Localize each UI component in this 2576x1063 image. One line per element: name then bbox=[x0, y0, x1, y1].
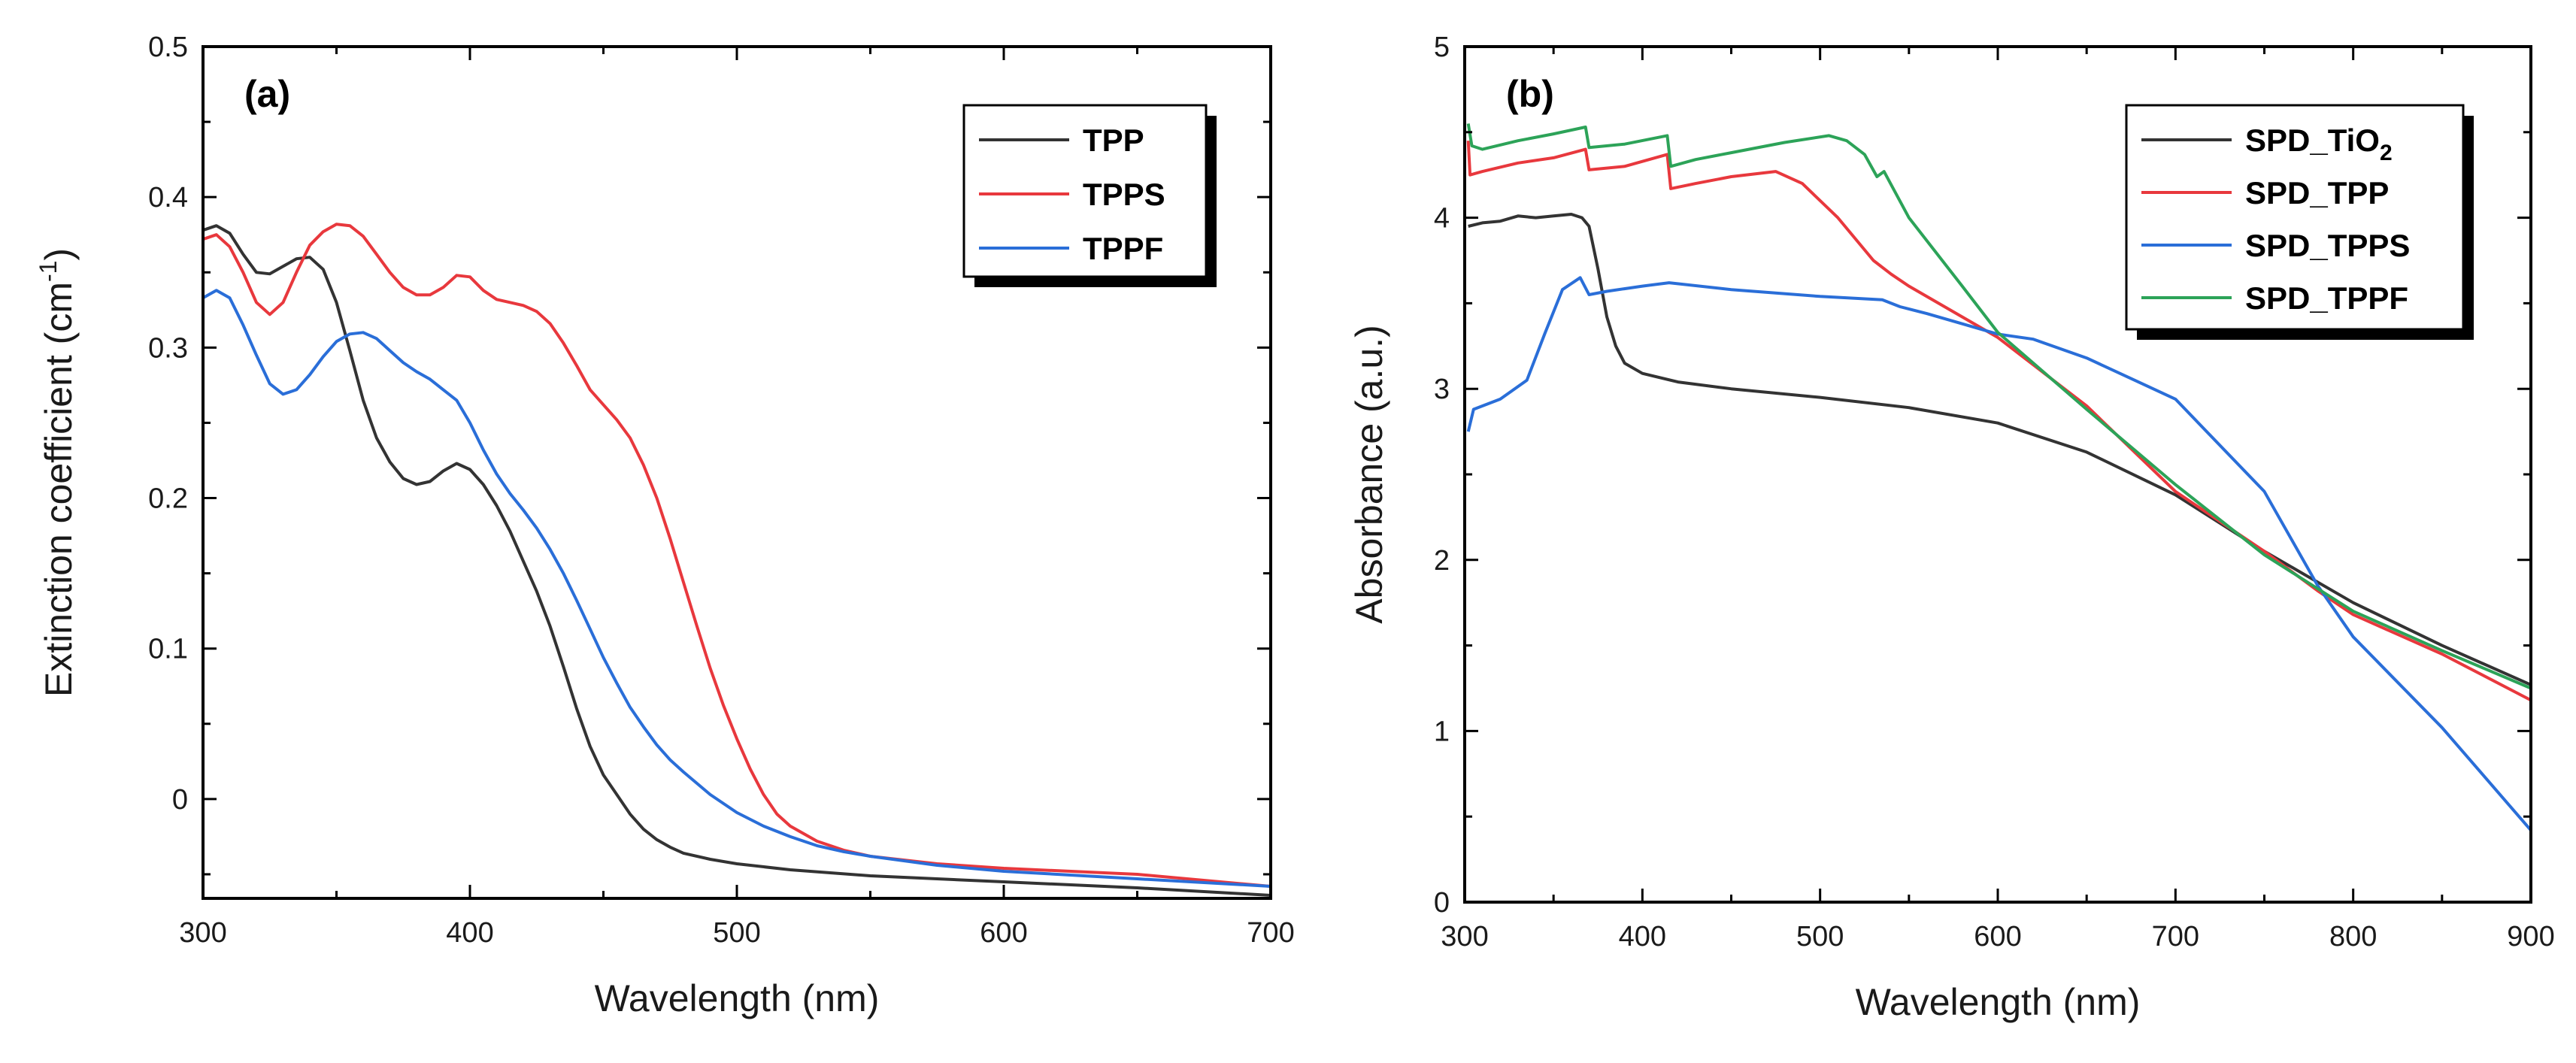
legend-label-tppf: TPPF bbox=[1083, 231, 1163, 266]
legend-label-spd-tppf: SPD_TPPF bbox=[2245, 280, 2408, 316]
x-tick-label: 800 bbox=[2329, 921, 2377, 952]
x-tick-label: 700 bbox=[2152, 921, 2199, 952]
legend-label-tpp: TPP bbox=[1083, 123, 1144, 158]
panel-b-x-axis-label: Wavelength (nm) bbox=[1856, 981, 2141, 1023]
series-line-spd-tppf bbox=[1466, 123, 2532, 690]
panel-a-y-axis-label-end: ) bbox=[38, 248, 80, 261]
x-tick-label: 900 bbox=[2507, 921, 2554, 952]
x-tick-label: 700 bbox=[1247, 917, 1294, 949]
panel-b-label: (b) bbox=[1506, 73, 1554, 115]
panel-a-chart: 300 400 500 600 700 0 0.1 0.2 0.3 0.4 0.5 (a) Wave… bbox=[35, 32, 1295, 1019]
panel-b-series bbox=[1466, 123, 2532, 831]
panel-a-legend: TPP TPPS TPPF bbox=[962, 104, 1217, 287]
panel-a-y-axis-label-superscript: -1 bbox=[35, 261, 62, 282]
panel-a-y-axis-label: Extinction coefficient (cm-1) bbox=[35, 248, 80, 697]
legend-label-subscript: 2 bbox=[2380, 141, 2393, 165]
x-tick-label: 300 bbox=[179, 917, 226, 949]
series-line-tpps bbox=[202, 223, 1271, 888]
panel-a-label: (a) bbox=[244, 73, 290, 115]
x-tick-label: 600 bbox=[1974, 921, 2021, 952]
panel-b-legend-box bbox=[2125, 104, 2465, 331]
x-tick-label: 300 bbox=[1441, 921, 1488, 952]
panel-a-ticks: 300 400 500 600 700 0 0.1 0.2 0.3 0.4 0.5 bbox=[148, 32, 1295, 949]
series-line-tppf bbox=[202, 289, 1271, 888]
x-tick-label: 400 bbox=[1619, 921, 1666, 952]
x-tick-label: 500 bbox=[1796, 921, 1844, 952]
legend-label-spd-tpp: SPD_TPP bbox=[2245, 175, 2389, 210]
y-tick-label: 0 bbox=[172, 784, 188, 816]
panel-b-legend: SPD_TiO2 SPD_TPP SPD_TPPS SPD_TPPF bbox=[2125, 104, 2474, 340]
panel-a-series bbox=[202, 223, 1271, 897]
series-line-spd-tpps bbox=[1466, 276, 2532, 831]
y-tick-label: 1 bbox=[1434, 716, 1450, 747]
legend-label-spd-tpps: SPD_TPPS bbox=[2245, 228, 2410, 263]
y-tick-label: 3 bbox=[1434, 374, 1450, 405]
x-tick-label: 600 bbox=[980, 917, 1027, 949]
series-line-tpp bbox=[202, 224, 1271, 897]
y-tick-label: 0.4 bbox=[148, 182, 188, 214]
panel-a-y-axis-label-main: Extinction coefficient (cm bbox=[38, 282, 80, 697]
panel-b-y-axis-label: Absorbance (a.u.) bbox=[1348, 325, 1390, 623]
panel-a-x-axis-label: Wavelength (nm) bbox=[595, 977, 880, 1019]
y-tick-label: 0 bbox=[1434, 887, 1450, 919]
legend-label-spd-tio2: SPD_TiO2 bbox=[2245, 123, 2393, 165]
legend-label-tpps: TPPS bbox=[1083, 177, 1165, 212]
y-tick-label: 0.2 bbox=[148, 483, 188, 515]
legend-label-main: SPD_TiO bbox=[2245, 123, 2380, 158]
panel-b-chart: 300 400 500 600 700 800 900 0 1 2 3 4 5 (b) Waveleng… bbox=[1348, 32, 2555, 1023]
y-tick-label: 0.3 bbox=[148, 332, 188, 364]
y-tick-label: 0.1 bbox=[148, 634, 188, 665]
panel-b-ticks: 300 400 500 600 700 800 900 0 1 2 3 4 5 bbox=[1434, 32, 2555, 952]
y-tick-label: 2 bbox=[1434, 545, 1450, 577]
y-tick-label: 5 bbox=[1434, 32, 1450, 63]
x-tick-label: 400 bbox=[446, 917, 493, 949]
x-tick-label: 500 bbox=[713, 917, 760, 949]
y-tick-label: 0.5 bbox=[148, 32, 188, 63]
y-tick-label: 4 bbox=[1434, 203, 1450, 235]
series-line-spd-tio2 bbox=[1468, 213, 2532, 686]
